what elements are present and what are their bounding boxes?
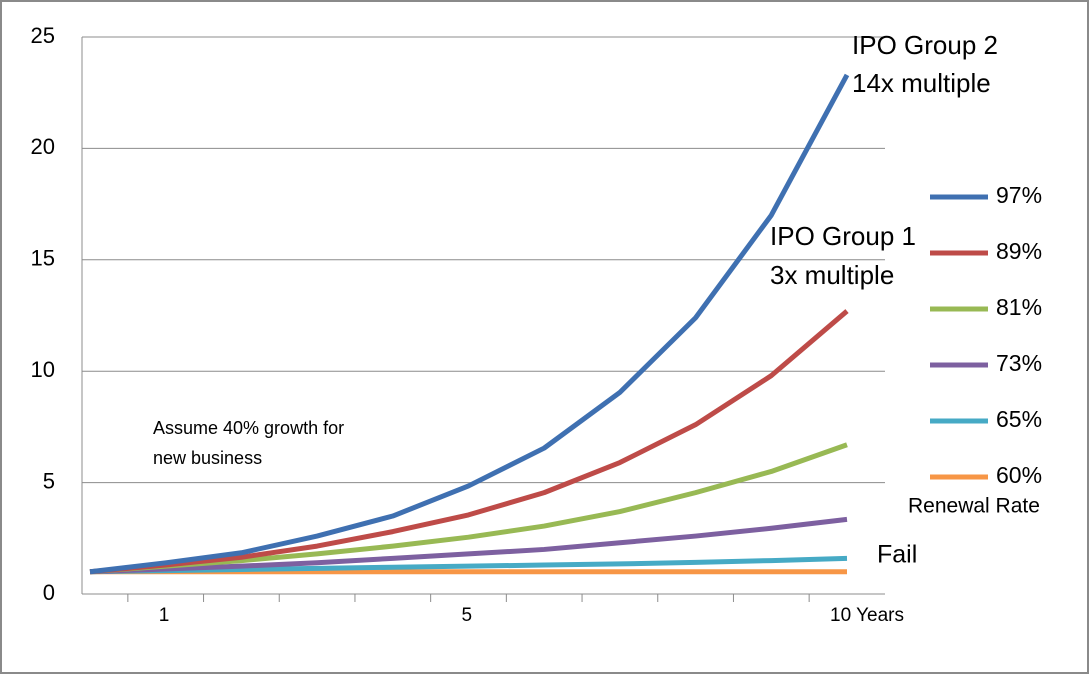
line-series (89, 442, 848, 575)
annotation: 14x multiple (852, 68, 991, 98)
annotation: Fail (877, 541, 917, 569)
y-tick-label: 5 (43, 468, 55, 493)
y-tick-label: 0 (43, 580, 55, 605)
annotation: Assume 40% growth for (153, 418, 344, 438)
legend-label: 89% (996, 238, 1042, 264)
x-tick-label: 5 (462, 605, 473, 626)
x-tick-label: 1 (159, 605, 170, 626)
legend-label: 97% (996, 182, 1042, 208)
line-series (89, 309, 849, 575)
legend-label: 65% (996, 406, 1042, 432)
legend-label: 60% (996, 462, 1042, 488)
legend-label: 81% (996, 294, 1042, 320)
y-tick-label: 20 (31, 134, 55, 159)
y-tick-label: 15 (31, 246, 55, 271)
legend-title: Renewal Rate (908, 495, 1040, 518)
line-series (89, 516, 848, 575)
line-series (89, 73, 850, 575)
x-tick-label: 10 Years (830, 605, 904, 626)
annotation: 3x multiple (770, 260, 894, 290)
annotation: IPO Group 2 (852, 30, 998, 60)
line-series (89, 555, 848, 575)
legend-label: 73% (996, 350, 1042, 376)
annotation: IPO Group 1 (770, 221, 916, 251)
y-tick-label: 10 (31, 357, 55, 382)
annotation: new business (153, 448, 262, 468)
y-tick-label: 25 (31, 23, 55, 48)
